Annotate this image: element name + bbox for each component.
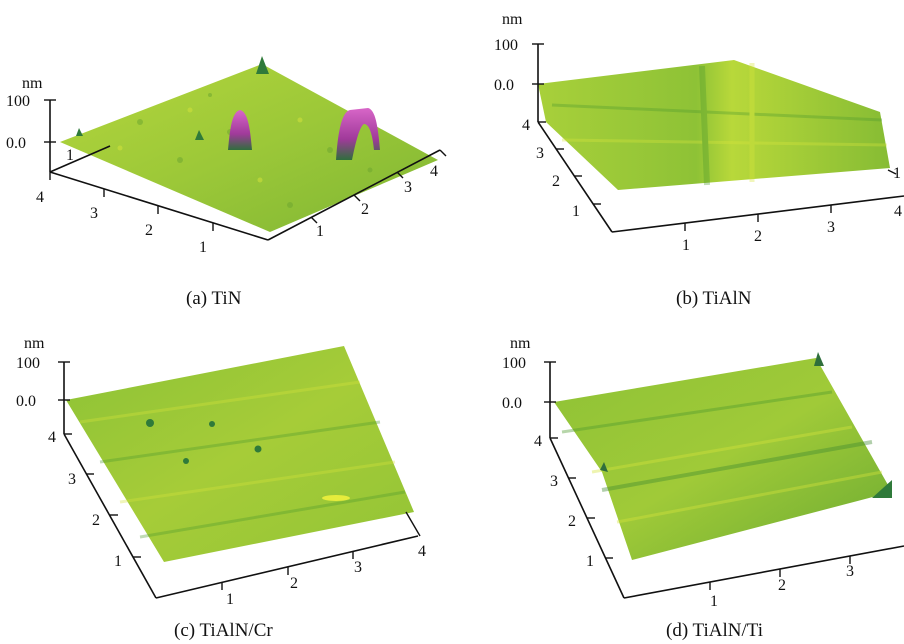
- left-tick: 2: [568, 513, 576, 530]
- surface-plane: [538, 60, 890, 190]
- panel-d-tialn-ti: nm 100 0.0 4 3 2 1 1 2 3 (d) TiAlN/Ti: [452, 322, 904, 644]
- bottom-tick: 1: [710, 593, 718, 610]
- left-tick: 1: [114, 553, 122, 570]
- z-tick: 100: [494, 37, 518, 54]
- bottom-tick: 3: [846, 563, 854, 580]
- surface-bump: [209, 421, 215, 427]
- z-unit: nm: [502, 11, 523, 28]
- surface-texture: [551, 63, 888, 186]
- surface-highlight: [322, 495, 350, 501]
- bottom-tick: 2: [754, 228, 762, 245]
- panel-a-tin: nm 100 0.0 1 4 3 2 1 1 2 3 4 (a) TiN: [0, 0, 452, 322]
- y-axis: [623, 545, 904, 599]
- side-tick: 1: [893, 165, 901, 182]
- left-tick: 4: [48, 429, 56, 446]
- surface-bump: [254, 445, 262, 453]
- afm-surface-c: nm 100 0.0 4 3 2 1 1 2 3 4: [16, 335, 426, 608]
- x-axis: [49, 171, 269, 241]
- left-tick: 3: [90, 205, 98, 222]
- caption-d: (d) TiAlN/Ti: [666, 620, 763, 641]
- bottom-tick: 3: [354, 559, 362, 576]
- surface-edge: [872, 480, 892, 498]
- afm-surface-a: nm 100 0.0 1 4 3 2 1 1 2 3 4: [6, 56, 447, 256]
- surface-peak-1: [228, 110, 252, 150]
- right-tick: 4: [430, 163, 438, 180]
- y-axis: [155, 535, 419, 599]
- bottom-tick: 4: [894, 203, 902, 220]
- z-tick: 0.0: [16, 393, 36, 410]
- x-axis: [63, 433, 157, 599]
- afm-surface-d: nm 100 0.0 4 3 2 1 1 2 3: [502, 335, 904, 610]
- z-tick: 100: [16, 355, 40, 372]
- z-tick: 0.0: [6, 135, 26, 152]
- left-tick: 4: [36, 189, 44, 206]
- panel-c-tialn-cr: nm 100 0.0 4 3 2 1 1 2 3 4 (c) TiAlN/Cr: [0, 322, 452, 644]
- surface-bump: [183, 458, 189, 464]
- left-tick: 3: [68, 471, 76, 488]
- left-tick: 4: [534, 433, 542, 450]
- right-tick: 1: [316, 223, 324, 240]
- surface-texture: [561, 390, 883, 524]
- surface-bump: [146, 419, 154, 427]
- left-tick: 1: [586, 553, 594, 570]
- z-tick: 100: [502, 355, 526, 372]
- surface-texture: [79, 380, 406, 539]
- left-tick: 3: [536, 145, 544, 162]
- z-unit: nm: [24, 335, 45, 352]
- left-tick: 1: [572, 203, 580, 220]
- surface-bump: [600, 462, 608, 472]
- z-tick: 0.0: [502, 395, 522, 412]
- left-tick: 2: [145, 222, 153, 239]
- z-unit: nm: [22, 75, 43, 92]
- bottom-tick: 1: [226, 591, 234, 608]
- left-tick: 3: [550, 473, 558, 490]
- bottom-tick: 4: [418, 543, 426, 560]
- panel-b-tialn: nm 100 0.0 4 3 2 1 1 2 3 4 1 (b) TiAlN: [452, 0, 904, 322]
- spike-small-left: [76, 128, 83, 136]
- caption-a: (a) TiN: [186, 288, 242, 309]
- x-axis: [537, 121, 613, 233]
- surface-peak-2: [336, 108, 380, 160]
- left-tick: 2: [92, 512, 100, 529]
- z-tick: 0.0: [494, 77, 514, 94]
- z-tick: 100: [6, 93, 30, 110]
- afm-surface-b: nm 100 0.0 4 3 2 1 1 2 3 4 1: [494, 11, 904, 254]
- surface-plane: [66, 346, 414, 562]
- left-tick: 2: [552, 173, 560, 190]
- right-tick: 2: [361, 201, 369, 218]
- caption-b: (b) TiAlN: [676, 288, 752, 309]
- left-tick: 4: [522, 117, 530, 134]
- surface-spike: [814, 352, 824, 366]
- bottom-tick: 2: [778, 577, 786, 594]
- spike-back: [256, 56, 269, 74]
- bottom-tick: 3: [827, 219, 835, 236]
- left-tick: 1: [199, 239, 207, 256]
- back-tick: 1: [66, 147, 74, 164]
- right-tick: 3: [404, 179, 412, 196]
- bottom-tick: 2: [290, 575, 298, 592]
- surface-plane: [554, 358, 892, 560]
- caption-c: (c) TiAlN/Cr: [174, 620, 273, 641]
- z-unit: nm: [510, 335, 531, 352]
- spike-small: [195, 130, 204, 140]
- bottom-tick: 1: [682, 237, 690, 254]
